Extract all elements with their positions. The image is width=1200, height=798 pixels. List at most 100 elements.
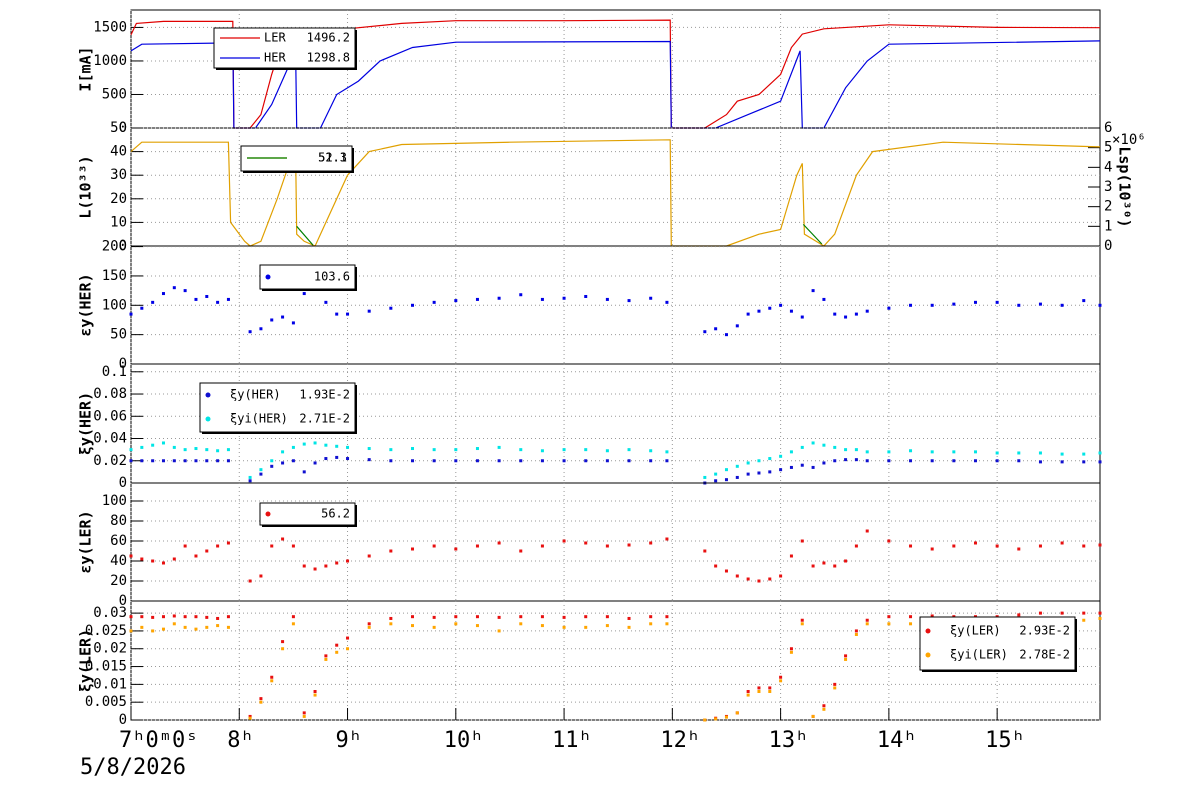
data-point — [854, 448, 858, 452]
data-point — [367, 622, 371, 626]
data-point — [475, 624, 479, 628]
data-point — [540, 449, 544, 453]
data-point — [324, 654, 328, 658]
data-point — [768, 686, 772, 690]
data-point — [389, 306, 393, 310]
y-tick-label: 500 — [102, 86, 127, 102]
data-point — [844, 315, 848, 319]
data-point — [1098, 611, 1102, 615]
data-point — [161, 627, 165, 631]
data-point — [768, 470, 772, 474]
data-point — [865, 309, 869, 313]
data-point — [665, 459, 669, 463]
data-point — [519, 293, 523, 297]
data-point — [205, 625, 209, 629]
data-point — [865, 450, 869, 454]
data-point — [226, 615, 230, 619]
data-point — [665, 622, 669, 626]
data-point — [367, 447, 371, 451]
x-tick-label: 8ʰ — [227, 728, 254, 753]
data-point — [497, 615, 501, 619]
data-point — [161, 615, 165, 619]
data-point — [313, 461, 317, 465]
data-point — [151, 559, 155, 563]
y2-tick-label: 4 — [1104, 159, 1112, 175]
data-point — [930, 303, 934, 307]
data-point — [335, 455, 339, 459]
data-point — [562, 448, 566, 452]
y-tick-label: 10 — [110, 214, 127, 230]
data-point — [789, 450, 793, 454]
data-point — [833, 686, 837, 690]
data-point — [779, 454, 783, 458]
data-point — [216, 616, 220, 620]
legend-box — [259, 502, 356, 526]
data-point — [1038, 460, 1042, 464]
legend-value: 1298.8 — [307, 51, 350, 65]
data-point — [281, 315, 285, 319]
data-point — [389, 622, 393, 626]
data-point — [367, 554, 371, 558]
data-point — [703, 330, 707, 334]
data-point — [605, 449, 609, 453]
data-point — [248, 475, 252, 479]
data-point — [703, 718, 707, 722]
y2-exponent: ×10⁶ — [1112, 132, 1146, 148]
data-point — [140, 557, 144, 561]
data-point — [746, 472, 750, 476]
data-point — [1017, 613, 1021, 617]
data-point — [887, 459, 891, 463]
data-point — [540, 459, 544, 463]
data-point — [1017, 303, 1021, 307]
data-point — [789, 650, 793, 654]
y-tick-label: 80 — [110, 513, 127, 529]
data-point — [844, 657, 848, 661]
data-point — [1038, 451, 1042, 455]
data-point — [454, 459, 458, 463]
data-point — [735, 475, 739, 479]
data-point — [665, 615, 669, 619]
y-tick-label: 0.02 — [93, 453, 127, 469]
data-point — [205, 448, 209, 452]
data-point — [346, 312, 350, 316]
data-point — [140, 625, 144, 629]
legend-name: ξyi(LER) — [950, 648, 1008, 662]
x-tick-label: 11ʰ — [552, 728, 592, 753]
data-point — [627, 459, 631, 463]
data-point — [995, 451, 999, 455]
y-tick-label: 0.015 — [85, 659, 127, 675]
legend-name: HER — [264, 51, 286, 65]
y2-tick-label: 6 — [1104, 120, 1112, 136]
legend-value: 1.93E-2 — [299, 388, 350, 402]
data-point — [216, 459, 220, 463]
data-point — [540, 615, 544, 619]
data-point — [454, 622, 458, 626]
data-point — [649, 622, 653, 626]
data-point — [161, 459, 165, 463]
data-point — [140, 459, 144, 463]
data-point — [800, 445, 804, 449]
data-point — [1098, 303, 1102, 307]
data-point — [1060, 452, 1064, 456]
data-point — [313, 441, 317, 445]
data-point — [313, 693, 317, 697]
y-tick-label: 0.03 — [93, 605, 127, 621]
legend-box — [213, 27, 356, 69]
data-point — [497, 459, 501, 463]
y2-tick-label: 5 — [1104, 140, 1112, 156]
data-point — [216, 449, 220, 453]
data-point — [811, 289, 815, 293]
data-point — [714, 327, 718, 331]
data-point — [519, 549, 523, 553]
data-point — [1060, 541, 1064, 545]
data-point — [865, 529, 869, 533]
data-point — [259, 327, 263, 331]
y-tick-label: 50 — [110, 120, 127, 136]
data-point — [183, 625, 187, 629]
data-point — [172, 622, 176, 626]
data-point — [389, 616, 393, 620]
data-point — [367, 309, 371, 313]
y-tick-label: 0 — [119, 238, 127, 254]
data-point — [811, 441, 815, 445]
y-tick-label: 0.04 — [93, 431, 127, 447]
